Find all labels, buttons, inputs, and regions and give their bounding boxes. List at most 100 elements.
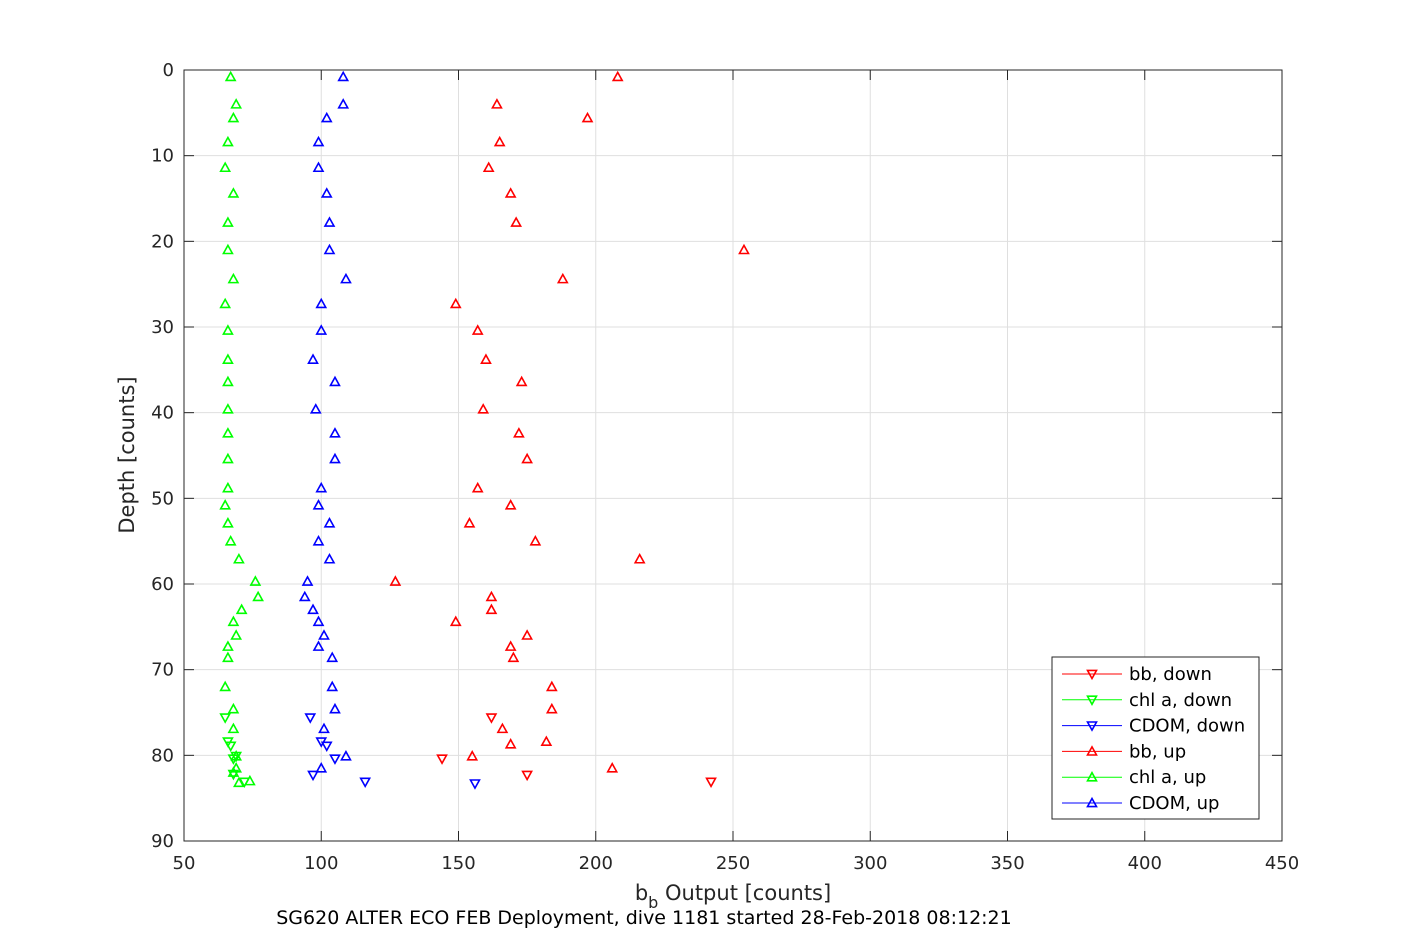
data-point	[230, 629, 243, 640]
data-point	[705, 777, 717, 789]
series-4	[219, 70, 264, 788]
data-point	[471, 324, 484, 335]
data-point	[312, 135, 325, 147]
data-point	[230, 98, 243, 109]
legend-marker	[1086, 721, 1098, 732]
data-point	[633, 553, 646, 564]
data-point	[222, 403, 234, 414]
data-point	[312, 640, 325, 651]
data-point	[233, 553, 245, 564]
data-point	[329, 375, 341, 387]
data-point	[304, 713, 317, 724]
x-tick-label: 200	[579, 853, 613, 874]
y-tick-label: 90	[151, 831, 174, 852]
data-point	[359, 777, 372, 789]
plot-frame	[183, 69, 1283, 842]
data-point	[224, 741, 237, 753]
data-point	[315, 481, 328, 493]
data-point	[521, 629, 533, 640]
y-tick-label: 10	[151, 146, 174, 167]
data-point	[227, 766, 240, 777]
data-point	[540, 735, 553, 747]
x-axis-label: bb Output [counts]	[635, 881, 831, 912]
legend-entry: CDOM, down	[1129, 716, 1245, 737]
data-point	[318, 722, 330, 734]
data-point	[337, 98, 350, 109]
y-tick-label: 60	[151, 574, 174, 595]
data-point	[227, 702, 240, 714]
data-point	[545, 680, 558, 692]
data-point	[222, 353, 234, 364]
data-point	[224, 70, 237, 82]
series-5	[298, 70, 352, 773]
data-point	[307, 603, 319, 615]
data-point	[222, 216, 234, 227]
x-tick-label: 450	[1265, 853, 1299, 874]
legend-marker	[1086, 745, 1098, 756]
data-point	[329, 452, 341, 464]
data-point	[545, 702, 558, 714]
data-point	[329, 427, 341, 438]
data-point	[477, 403, 490, 414]
data-point	[222, 517, 234, 528]
data-point	[515, 375, 528, 387]
data-point	[329, 754, 341, 765]
data-point	[469, 779, 481, 790]
data-point	[312, 535, 325, 546]
data-point	[244, 774, 256, 786]
data-point	[611, 70, 624, 82]
x-tick-label: 50	[173, 853, 196, 874]
data-point	[230, 750, 243, 761]
data-point	[436, 754, 448, 765]
data-point	[581, 111, 594, 123]
data-point	[315, 324, 328, 335]
x-tick-label: 250	[716, 853, 750, 874]
data-point	[301, 575, 314, 586]
data-point	[222, 651, 234, 663]
data-point	[224, 535, 237, 546]
data-point	[227, 615, 240, 627]
data-point	[312, 615, 325, 627]
legend-marker	[1086, 669, 1098, 681]
data-point	[320, 111, 333, 123]
data-point	[329, 702, 341, 714]
data-point	[222, 481, 234, 493]
data-point	[529, 535, 542, 546]
data-point	[315, 297, 328, 309]
data-point	[312, 499, 325, 510]
data-point	[485, 590, 498, 602]
data-point	[323, 216, 336, 227]
data-point	[521, 770, 533, 782]
data-point	[521, 452, 533, 464]
data-point	[606, 762, 619, 773]
y-tick-label: 40	[151, 403, 174, 424]
figure-caption: SG620 ALTER ECO FEB Deployment, dive 118…	[276, 907, 1011, 929]
y-tick-label: 70	[151, 660, 174, 681]
data-point	[320, 187, 333, 198]
data-point	[252, 590, 264, 602]
data-point	[222, 452, 234, 464]
series-3	[389, 70, 750, 773]
legend-entry: chl a, down	[1129, 690, 1232, 711]
data-point	[315, 762, 328, 773]
data-point	[326, 651, 339, 663]
legend: bb, down chl a, down CDOM, down bb, up chl a…	[1051, 656, 1260, 820]
data-point	[340, 750, 352, 761]
data-point	[491, 98, 503, 109]
data-marks	[219, 70, 750, 790]
data-point	[513, 427, 525, 438]
data-point	[219, 713, 232, 724]
data-point	[222, 243, 234, 255]
data-point	[480, 353, 492, 364]
data-point	[471, 481, 484, 493]
data-point	[222, 324, 234, 335]
data-point	[249, 575, 262, 586]
legend-marker	[1086, 796, 1098, 808]
legend-entry: chl a, up	[1129, 767, 1206, 788]
data-point	[235, 603, 248, 615]
data-point	[323, 517, 336, 528]
y-tick-label: 80	[151, 745, 174, 766]
data-point	[449, 297, 462, 309]
data-point	[449, 615, 462, 627]
